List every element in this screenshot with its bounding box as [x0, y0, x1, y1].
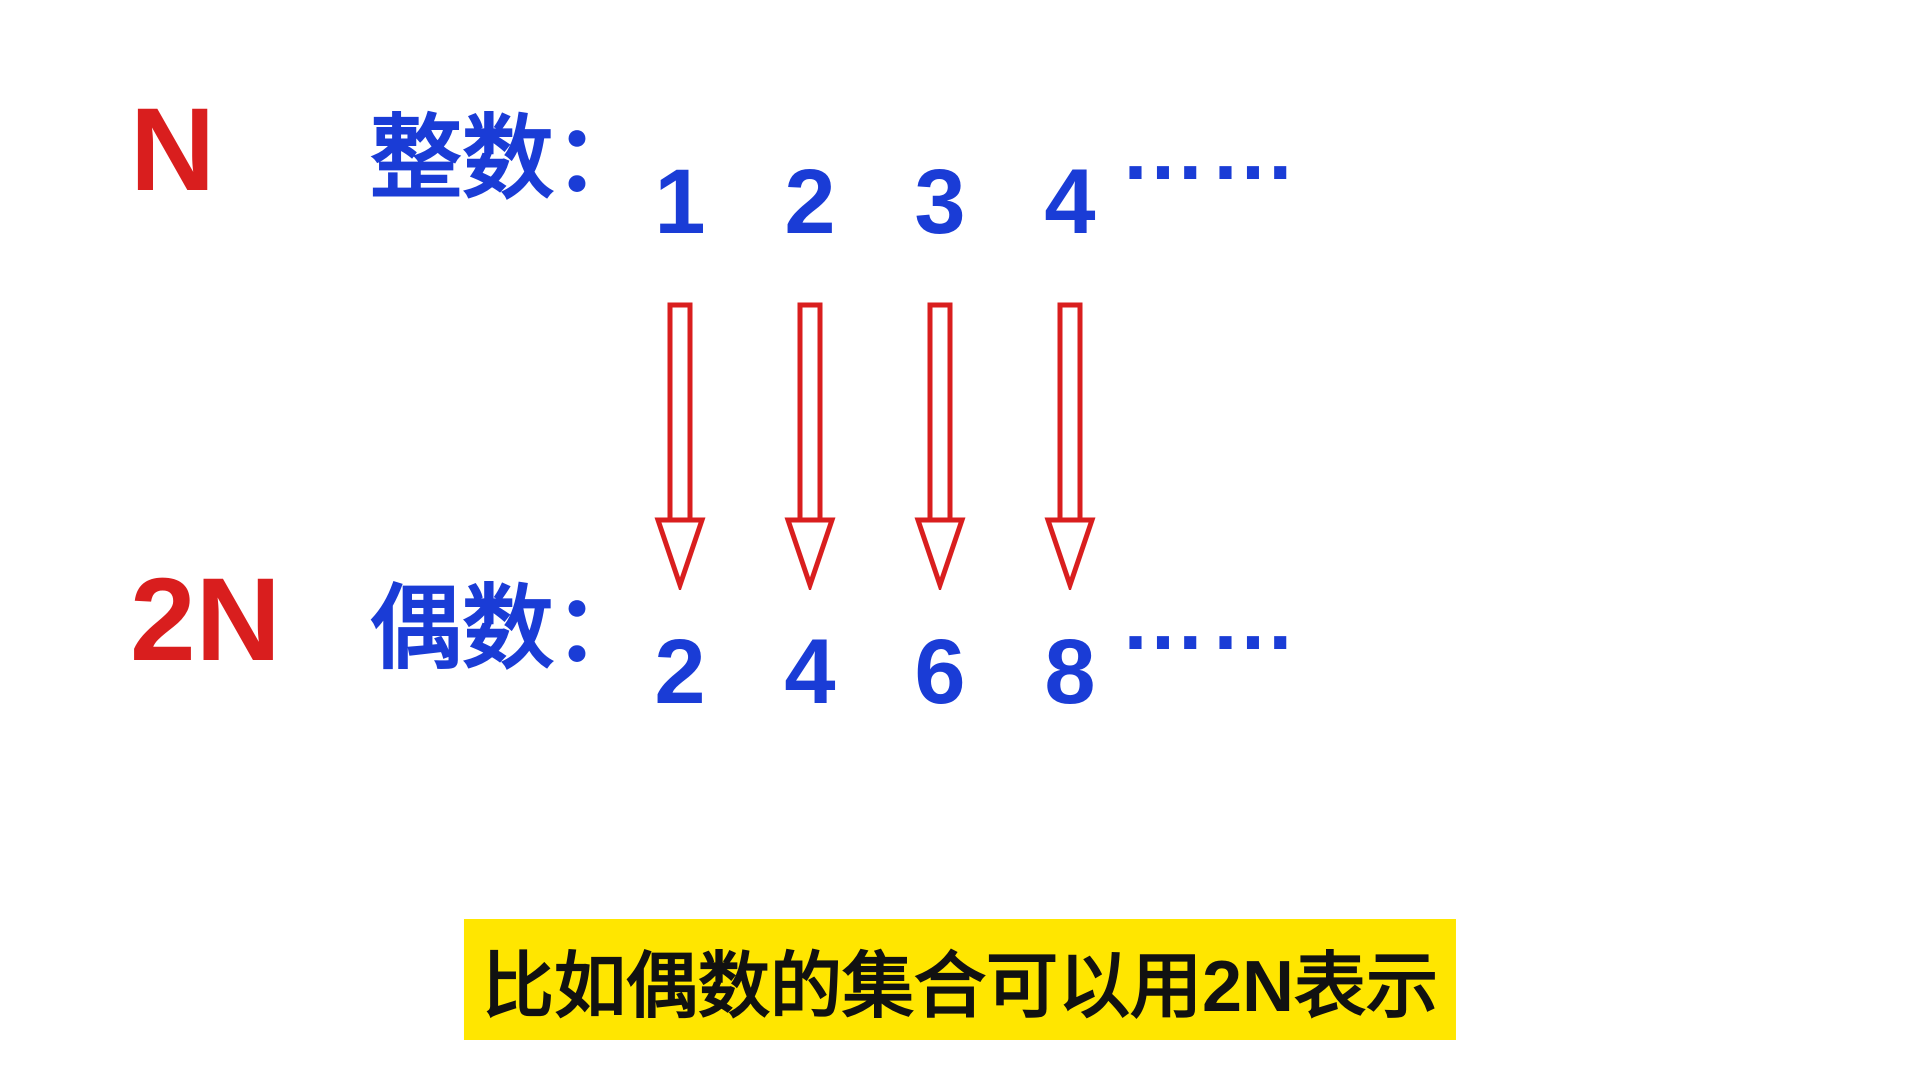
number-cell: 8: [1020, 620, 1120, 725]
symbol-2n: 2N: [130, 552, 350, 688]
down-arrow-icon: [652, 300, 708, 590]
down-arrow-icon: [782, 300, 838, 590]
symbol-n: N: [130, 82, 350, 218]
number-cell: 4: [1020, 150, 1120, 255]
number-cell: 3: [890, 150, 990, 255]
caption-subtitle: 比如偶数的集合可以用2N表示: [464, 919, 1456, 1040]
diagram-canvas: N 整数： 1234 …… 2N 偶数： 2468 …… 比如偶数的集合可以用2…: [0, 0, 1920, 1080]
down-arrow-icon: [912, 300, 968, 590]
number-cell: 2: [760, 150, 860, 255]
ellipsis-row1: ……: [1120, 101, 1300, 200]
number-cell: 6: [890, 620, 990, 725]
ellipsis-row2: ……: [1120, 571, 1300, 670]
number-cell: 1: [630, 150, 730, 255]
number-cell: 4: [760, 620, 860, 725]
down-arrow-icon: [1042, 300, 1098, 590]
number-cell: 2: [630, 620, 730, 725]
